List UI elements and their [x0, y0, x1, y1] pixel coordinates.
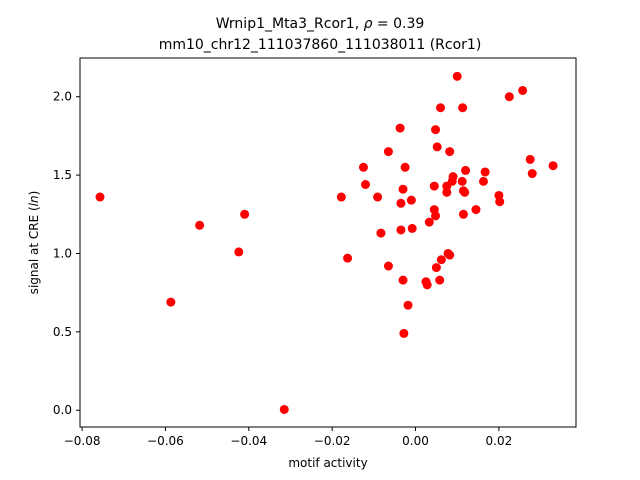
data-point [399, 328, 409, 338]
data-point [279, 404, 289, 414]
data-point [445, 147, 455, 157]
y-tick-label: 0.5 [53, 325, 72, 339]
data-point [548, 161, 558, 171]
data-point [407, 223, 417, 233]
data-point [400, 162, 410, 172]
data-point [458, 103, 468, 113]
data-point [95, 192, 105, 202]
data-point [336, 192, 346, 202]
data-point [395, 123, 405, 133]
data-point [432, 142, 442, 152]
data-point [422, 280, 432, 290]
y-tick-label: 0.0 [53, 403, 72, 417]
data-point [431, 125, 441, 135]
data-point [240, 209, 250, 219]
data-point [527, 169, 537, 179]
data-point [495, 197, 505, 207]
x-tick-label: 0.02 [486, 434, 513, 448]
chart-title-line2: mm10_chr12_111037860_111038011 (Rcor1) [159, 37, 482, 53]
x-tick-label: −0.08 [64, 434, 101, 448]
data-point [406, 195, 416, 205]
data-point [358, 162, 368, 172]
data-point [361, 180, 371, 189]
y-axis-label: signal at CRE (ln) [27, 191, 41, 295]
data-point [518, 85, 528, 95]
data-point [478, 176, 488, 186]
data-point [396, 198, 406, 208]
data-point [461, 165, 471, 175]
x-axis: −0.08 −0.06 −0.04 −0.02 0.00 0.02 [64, 427, 513, 448]
axes-frame [79, 57, 577, 428]
data-point [398, 184, 408, 194]
data-point [373, 192, 383, 202]
data-point [448, 172, 458, 182]
x-tick-label: −0.02 [314, 434, 351, 448]
data-point [343, 253, 353, 263]
x-axis-label: motif activity [288, 456, 367, 470]
data-point [396, 225, 406, 235]
data-point [460, 187, 470, 197]
data-point [431, 211, 441, 221]
data-point [429, 181, 439, 191]
y-tick-label: 1.0 [53, 246, 72, 260]
data-point [424, 217, 434, 227]
data-point [398, 275, 408, 285]
data-point [442, 187, 452, 197]
data-point [376, 228, 386, 238]
data-point [435, 275, 445, 285]
x-tick-label: 0.00 [402, 434, 429, 448]
data-point [457, 176, 467, 186]
data-point [383, 147, 393, 157]
data-point [445, 250, 455, 260]
chart-title-line1: Wrnip1_Mta3_Rcor1, ρ = 0.39 [216, 16, 425, 32]
plot-area [80, 58, 576, 427]
y-axis: 0.0 0.5 1.0 1.5 2.0 [53, 90, 80, 417]
x-tick-label: −0.04 [230, 434, 267, 448]
data-point [436, 103, 446, 113]
data-point [504, 92, 514, 102]
data-point [383, 261, 393, 271]
data-point [166, 297, 176, 307]
data-point [431, 263, 441, 273]
y-tick-label: 1.5 [53, 168, 72, 182]
data-point [195, 220, 205, 230]
data-point [480, 167, 490, 177]
data-point [436, 255, 446, 265]
data-point [452, 71, 462, 81]
data-point [458, 209, 468, 219]
data-point [403, 300, 413, 310]
data-point [471, 205, 481, 215]
data-point [234, 247, 244, 257]
data-point [525, 154, 535, 164]
y-tick-label: 2.0 [53, 90, 72, 104]
x-tick-label: −0.06 [147, 434, 184, 448]
data-points [95, 71, 558, 414]
